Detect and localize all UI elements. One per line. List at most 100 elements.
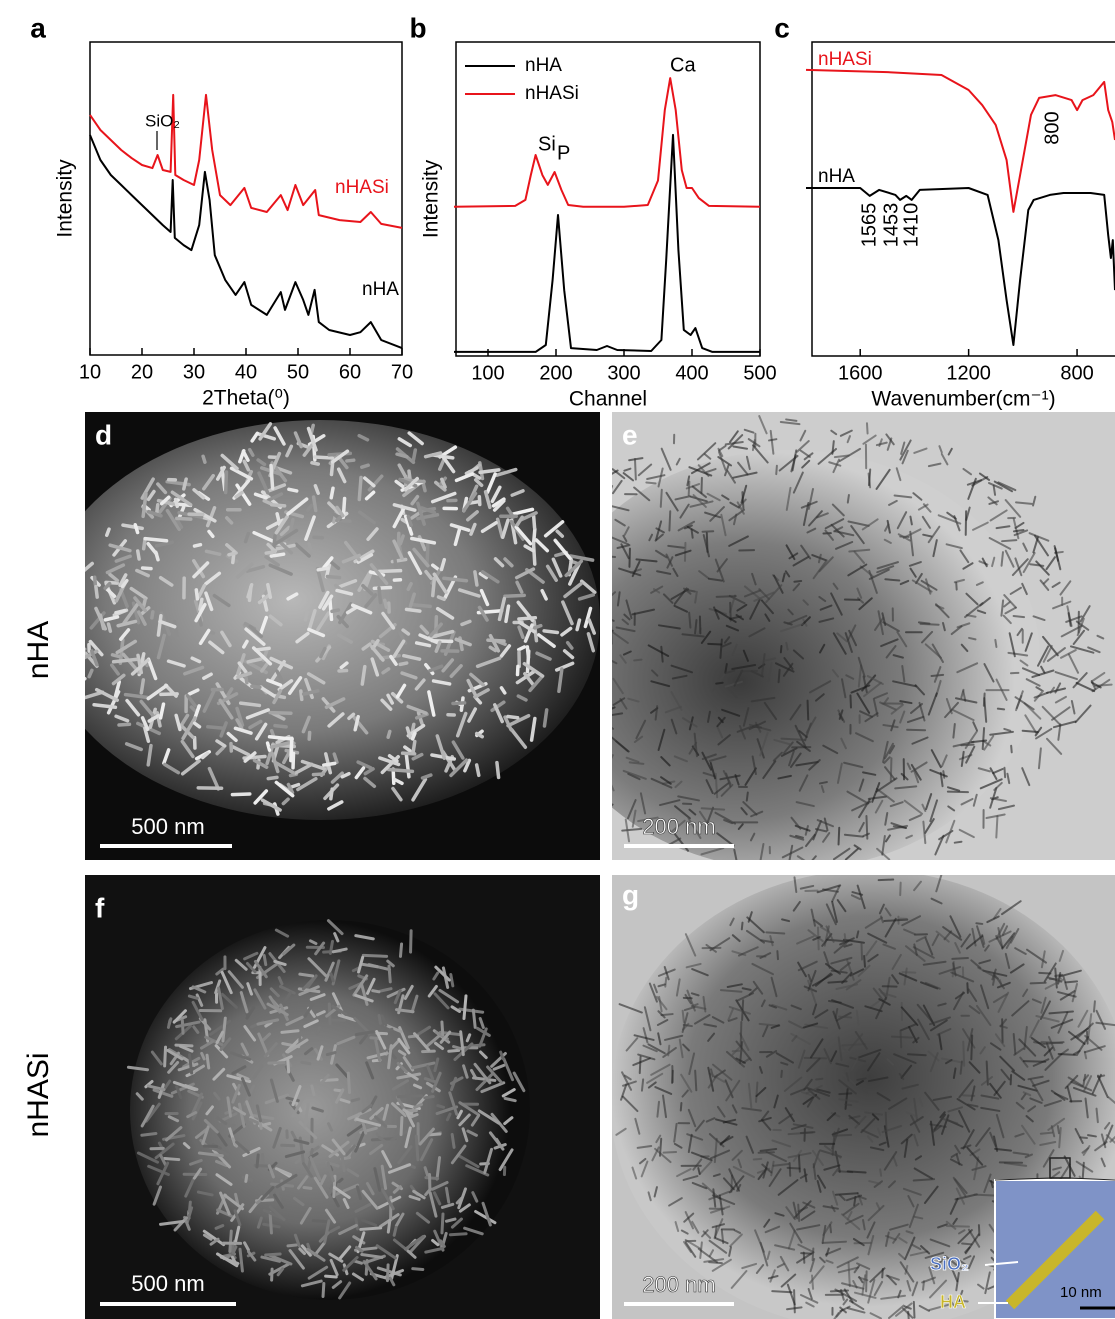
texture-stroke [274, 528, 299, 546]
texture-stroke [156, 633, 167, 660]
texture-stroke [773, 738, 792, 746]
texture-stroke [721, 494, 730, 501]
scale-bar-label: 200 nm [642, 1272, 715, 1297]
texture-stroke [517, 616, 538, 621]
texture-stroke [1024, 714, 1038, 735]
texture-stroke [266, 542, 277, 553]
texture-stroke [265, 741, 272, 752]
texture-stroke [173, 497, 179, 509]
texture-stroke [723, 819, 734, 825]
texture-stroke [71, 590, 77, 612]
texture-stroke [268, 563, 293, 576]
texture-stroke [453, 527, 462, 547]
texture-stroke [808, 510, 823, 527]
texture-stroke [1015, 501, 1033, 505]
texture-stroke [519, 511, 538, 522]
texture-stroke [336, 614, 349, 629]
texture-stroke [311, 772, 326, 777]
texture-stroke [354, 1216, 360, 1231]
texture-stroke [194, 1127, 209, 1139]
texture-stroke [768, 438, 778, 442]
texture-stroke [141, 491, 148, 519]
texture-stroke [1021, 667, 1041, 677]
texture-stroke [1035, 727, 1053, 740]
texture-stroke [235, 718, 244, 731]
texture-stroke [335, 588, 354, 596]
texture-stroke [1039, 1131, 1054, 1135]
texture-stroke [843, 1103, 853, 1107]
texture-stroke [106, 690, 121, 715]
texture-stroke [276, 538, 294, 555]
texture-stroke [1075, 681, 1096, 693]
texture-stroke [415, 1025, 432, 1037]
texture-stroke [863, 954, 867, 968]
texture-stroke [252, 530, 276, 544]
texture-stroke [1008, 632, 1016, 658]
texture-stroke [625, 599, 633, 620]
texture-stroke [952, 723, 956, 739]
texture-stroke [414, 712, 429, 720]
texture-stroke [797, 1203, 801, 1222]
texture-stroke [853, 550, 866, 564]
texture-stroke [785, 641, 789, 651]
texture-stroke [455, 711, 468, 738]
texture-stroke [146, 509, 163, 518]
texture-stroke [1097, 1074, 1106, 1078]
texture-stroke [722, 770, 732, 785]
texture-stroke [1000, 599, 1005, 617]
texture-stroke [919, 622, 940, 626]
texture-stroke [279, 525, 291, 537]
texture-stroke [945, 1224, 970, 1228]
annotation: Si [538, 133, 556, 155]
texture-stroke [264, 1021, 273, 1028]
texture-stroke [1004, 499, 1022, 518]
texture-stroke [705, 468, 717, 474]
texture-stroke [206, 725, 226, 731]
texture-stroke [835, 541, 854, 550]
texture-stroke [789, 834, 805, 841]
texture-stroke [398, 661, 409, 667]
texture-stroke [523, 544, 536, 553]
texture-stroke [120, 578, 129, 589]
texture-stroke [645, 481, 657, 485]
texture-stroke [577, 593, 596, 601]
x-tick-label: 20 [131, 361, 153, 383]
texture-stroke [1003, 727, 1012, 732]
texture-stroke [956, 622, 971, 629]
texture-stroke [966, 982, 969, 994]
texture-stroke [962, 562, 974, 570]
texture-stroke [295, 631, 310, 644]
texture-stroke [420, 773, 433, 780]
texture-stroke [529, 716, 537, 742]
texture-stroke [992, 768, 1004, 775]
series-line [89, 134, 403, 350]
texture-stroke [633, 486, 651, 502]
texture-stroke [231, 745, 251, 757]
texture-stroke [92, 575, 98, 587]
tem-cluster [612, 450, 1040, 860]
texture-stroke [478, 468, 501, 475]
texture-stroke [384, 1023, 403, 1034]
texture-stroke [909, 567, 917, 578]
texture-stroke [612, 619, 615, 622]
texture-stroke [921, 515, 931, 529]
texture-stroke [1029, 981, 1047, 985]
texture-stroke [776, 950, 779, 961]
texture-stroke [298, 972, 315, 978]
texture-stroke [979, 778, 1003, 790]
texture-stroke [726, 470, 737, 484]
texture-stroke [997, 804, 1016, 811]
texture-stroke [756, 738, 765, 759]
texture-stroke [330, 771, 344, 784]
texture-stroke [654, 549, 668, 559]
texture-stroke [340, 771, 351, 779]
texture-stroke [799, 429, 807, 442]
texture-stroke [808, 759, 821, 771]
texture-stroke [382, 1103, 390, 1121]
texture-stroke [202, 473, 215, 491]
texture-stroke [205, 1053, 211, 1070]
x-tick-label: 500 [743, 362, 776, 384]
texture-stroke [133, 522, 140, 535]
texture-stroke [503, 557, 514, 568]
texture-stroke [471, 1008, 477, 1029]
